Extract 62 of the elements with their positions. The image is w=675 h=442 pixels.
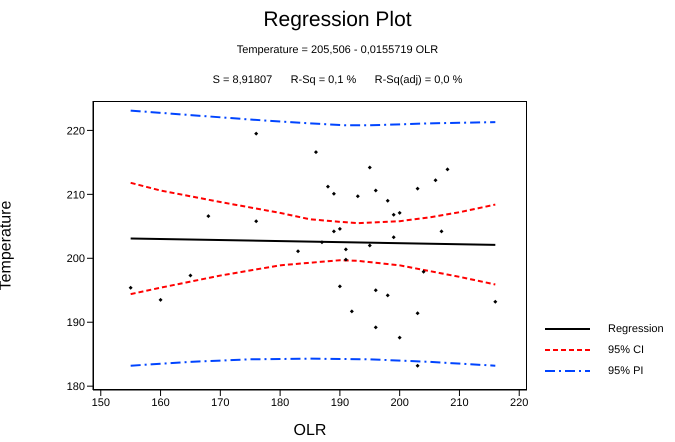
line-series (130, 259, 496, 296)
chart-title: Regression Plot (262, 8, 413, 32)
chart-subtitle: Temperature = 205,506 - 0,0155719 OLR (236, 44, 440, 56)
y-tick-label: 220 (66, 125, 85, 138)
legend-label: Regression (608, 322, 664, 334)
x-tick-label: 180 (270, 396, 290, 409)
point (445, 167, 450, 172)
x-tick-label: 190 (330, 396, 350, 409)
point (332, 229, 336, 234)
line-series (130, 358, 496, 367)
point (422, 270, 426, 274)
point (392, 212, 396, 217)
point (398, 336, 402, 340)
point (416, 364, 420, 368)
x-tick-label: 220 (510, 396, 528, 409)
point (338, 284, 342, 288)
x-axis-title: OLR (294, 422, 326, 439)
point (254, 219, 258, 224)
point (440, 229, 444, 234)
point (332, 192, 336, 196)
point (356, 194, 360, 198)
point (374, 288, 378, 292)
point (350, 309, 354, 314)
legend-label: 95% CI (608, 344, 644, 356)
point (296, 249, 300, 254)
text: S = 8,91807 R-Sq = 0,1 % R-Sq(adj) = 0,0 % (212, 74, 464, 86)
y-tick-label: 200 (66, 253, 85, 266)
point (344, 258, 348, 262)
point (386, 293, 390, 298)
point (368, 244, 372, 248)
point (416, 311, 420, 316)
point (206, 214, 210, 218)
point (158, 298, 163, 302)
point (493, 300, 498, 304)
x-tick-label: 160 (151, 396, 170, 409)
point (374, 188, 378, 193)
point (374, 325, 378, 330)
x-tick-label: 170 (211, 396, 230, 409)
legend-label: 95% PI (608, 364, 644, 376)
y-tick-label: 190 (66, 317, 85, 330)
point (314, 150, 318, 154)
point (254, 132, 258, 136)
point (434, 178, 438, 182)
line-series (130, 110, 496, 126)
point (338, 226, 342, 231)
point (344, 247, 348, 252)
point (128, 286, 133, 290)
x-tick-label: 210 (450, 396, 469, 409)
y-axis-title: Temperature (0, 200, 15, 290)
point (326, 184, 330, 189)
point (416, 186, 420, 191)
line-series (130, 182, 496, 224)
point (398, 210, 402, 215)
point (368, 165, 372, 170)
y-tick-label: 180 (66, 381, 85, 394)
y-tick-label: 210 (66, 189, 85, 202)
point (386, 198, 390, 203)
point (392, 235, 396, 240)
x-tick-label: 200 (390, 396, 409, 409)
point (320, 240, 324, 244)
x-tick-label: 150 (92, 396, 110, 409)
point (188, 274, 192, 278)
